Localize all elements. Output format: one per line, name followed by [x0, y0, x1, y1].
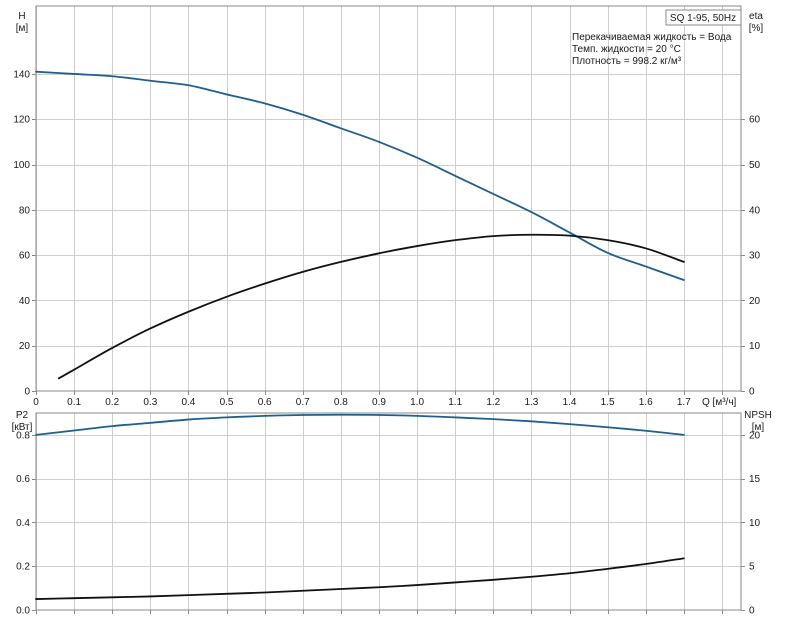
- top-right-axis-title: eta: [749, 11, 763, 22]
- chart-title: SQ 1-95, 50Hz: [670, 13, 736, 24]
- bottom-left-axis-title: P2: [16, 410, 29, 421]
- bottom-right-tick-label: 10: [749, 518, 761, 529]
- top-left-tick-label: 140: [13, 69, 30, 80]
- bottom-left-tick-label: 0.0: [16, 606, 30, 617]
- x-tick-label: 1.5: [601, 397, 615, 408]
- bottom-left-tick-label: 0.6: [16, 474, 30, 485]
- top-right-axis-unit: [%]: [749, 23, 764, 34]
- x-tick-label: 1.0: [410, 397, 424, 408]
- bottom-left-tick-label: 0.4: [16, 518, 30, 529]
- top-left-tick-label: 80: [19, 205, 31, 216]
- top-left-tick-label: 40: [19, 296, 31, 307]
- bottom-series-line-1: [35, 413, 685, 436]
- x-tick-label: 0.6: [258, 397, 272, 408]
- bottom-series-line-2: [35, 557, 685, 600]
- top-right-tick-label: 50: [749, 160, 761, 171]
- bottom-left-tick-label: 0.8: [16, 430, 30, 441]
- bottom-panel-series: [35, 413, 685, 600]
- top-right-tick-label: 60: [749, 115, 761, 126]
- x-tick-label: 1.2: [486, 397, 500, 408]
- bottom-right-tick-label: 5: [749, 562, 755, 573]
- x-tick-label: 1.1: [448, 397, 462, 408]
- chart-title-box: [665, 9, 742, 26]
- top-series-line-2: [57, 233, 685, 380]
- tick-labels: 02040608010012014001020304050600.00.20.4…: [13, 69, 760, 616]
- bottom-left-tick-label: 0.2: [16, 562, 30, 573]
- x-tick-label: 1.7: [677, 397, 691, 408]
- top-right-tick-label: 40: [749, 205, 761, 216]
- x-tick-label: 1.4: [563, 397, 577, 408]
- x-tick-label: 0.2: [105, 397, 119, 408]
- x-tick-label: 1.3: [524, 397, 538, 408]
- top-right-tick-label: 30: [749, 251, 761, 262]
- x-tick-label: 0.7: [296, 397, 310, 408]
- top-left-tick-label: 120: [13, 115, 30, 126]
- x-tick-label: 0.5: [220, 397, 234, 408]
- top-left-tick-label: 0: [24, 387, 30, 398]
- bottom-right-axis-unit: [м]: [752, 422, 765, 433]
- x-tick-label: 0.3: [143, 397, 157, 408]
- bottom-panel-frame: [35, 412, 742, 611]
- bottom-right-axis-title: NPSH: [744, 410, 772, 421]
- x-tick-label: 0.9: [372, 397, 386, 408]
- top-right-tick-label: 0: [749, 387, 755, 398]
- top-left-tick-label: 60: [19, 251, 31, 262]
- x-axis-label: Q [м³/ч]: [702, 397, 737, 408]
- bottom-panel-grid: [32, 413, 745, 614]
- x-tick-label: 1.6: [639, 397, 653, 408]
- bottom-right-tick-label: 0: [749, 606, 755, 617]
- x-tick-label: 0.1: [67, 397, 81, 408]
- bottom-right-tick-label: 20: [749, 430, 761, 441]
- top-panel-frame: [35, 5, 742, 392]
- bottom-right-tick-label: 15: [749, 474, 761, 485]
- x-tick-label: 0.8: [334, 397, 348, 408]
- note-temperature: Темп. жидкости = 20 °C: [572, 44, 681, 55]
- note-density: Плотность = 998.2 кг/м³: [572, 56, 682, 67]
- top-left-axis-title: H: [18, 11, 25, 22]
- top-left-tick-label: 100: [13, 160, 30, 171]
- top-left-axis-unit: [м]: [16, 23, 29, 34]
- top-right-tick-label: 10: [749, 341, 761, 352]
- top-left-tick-label: 20: [19, 341, 31, 352]
- x-axis-label-bg: [698, 396, 740, 408]
- bottom-left-axis-unit: [кВт]: [12, 422, 33, 433]
- note-fluid: Перекачиваемая жидкость = Вода: [572, 32, 732, 43]
- top-panel-grid: [32, 6, 745, 395]
- top-series-line-1: [35, 70, 685, 281]
- top-right-tick-label: 20: [749, 296, 761, 307]
- top-panel-series: [35, 70, 685, 380]
- x-tick-label: 0.4: [181, 397, 195, 408]
- x-tick-label: 0: [33, 397, 39, 408]
